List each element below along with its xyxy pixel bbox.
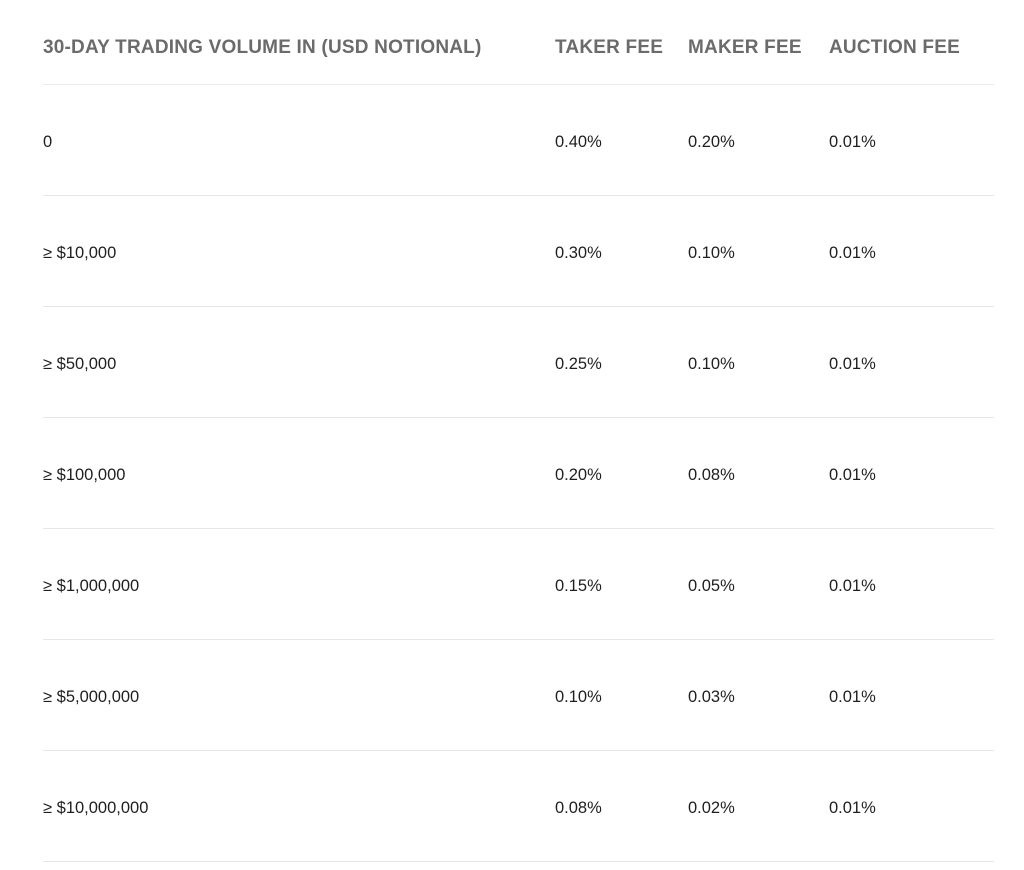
table-row: ≥ $10,000,000 0.08% 0.02% 0.01%	[43, 751, 994, 862]
table-row: ≥ $5,000,000 0.10% 0.03% 0.01%	[43, 640, 994, 751]
cell-auction-fee: 0.01%	[829, 688, 876, 706]
cell-auction-fee: 0.01%	[829, 577, 876, 595]
cell-volume: ≥ $10,000,000	[43, 799, 149, 817]
cell-auction-fee: 0.01%	[829, 799, 876, 817]
cell-maker-fee: 0.02%	[688, 799, 735, 817]
cell-maker-fee: 0.08%	[688, 466, 735, 484]
cell-volume: 0	[43, 133, 53, 151]
table-row: 0 0.40% 0.20% 0.01%	[43, 85, 994, 196]
cell-taker-fee: 0.10%	[555, 688, 602, 706]
column-header-auction-fee: AUCTION FEE	[829, 37, 960, 58]
table-row: ≥ $100,000 0.20% 0.08% 0.01%	[43, 418, 994, 529]
column-header-maker-fee: MAKER FEE	[688, 37, 802, 58]
cell-taker-fee: 0.30%	[555, 244, 602, 262]
cell-taker-fee: 0.20%	[555, 466, 602, 484]
cell-volume: ≥ $1,000,000	[43, 577, 140, 595]
table-row: ≥ $50,000 0.25% 0.10% 0.01%	[43, 307, 994, 418]
cell-volume: ≥ $5,000,000	[43, 688, 140, 706]
cell-volume: ≥ $100,000	[43, 466, 126, 484]
cell-taker-fee: 0.40%	[555, 133, 602, 151]
cell-maker-fee: 0.10%	[688, 244, 735, 262]
table-row: ≥ $10,000 0.30% 0.10% 0.01%	[43, 196, 994, 307]
cell-taker-fee: 0.08%	[555, 799, 602, 817]
table-header-row: 30-DAY TRADING VOLUME IN (USD NOTIONAL) …	[43, 0, 994, 85]
cell-auction-fee: 0.01%	[829, 355, 876, 373]
cell-maker-fee: 0.20%	[688, 133, 735, 151]
cell-volume: ≥ $10,000	[43, 244, 117, 262]
table-row: ≥ $1,000,000 0.15% 0.05% 0.01%	[43, 529, 994, 640]
cell-maker-fee: 0.05%	[688, 577, 735, 595]
cell-taker-fee: 0.15%	[555, 577, 602, 595]
cell-auction-fee: 0.01%	[829, 244, 876, 262]
cell-volume: ≥ $50,000	[43, 355, 117, 373]
cell-auction-fee: 0.01%	[829, 133, 876, 151]
cell-taker-fee: 0.25%	[555, 355, 602, 373]
cell-auction-fee: 0.01%	[829, 466, 876, 484]
column-header-taker-fee: TAKER FEE	[555, 37, 664, 58]
column-header-volume: 30-DAY TRADING VOLUME IN (USD NOTIONAL)	[43, 37, 482, 58]
cell-maker-fee: 0.10%	[688, 355, 735, 373]
cell-maker-fee: 0.03%	[688, 688, 735, 706]
fee-schedule-table: 30-DAY TRADING VOLUME IN (USD NOTIONAL) …	[43, 0, 994, 862]
